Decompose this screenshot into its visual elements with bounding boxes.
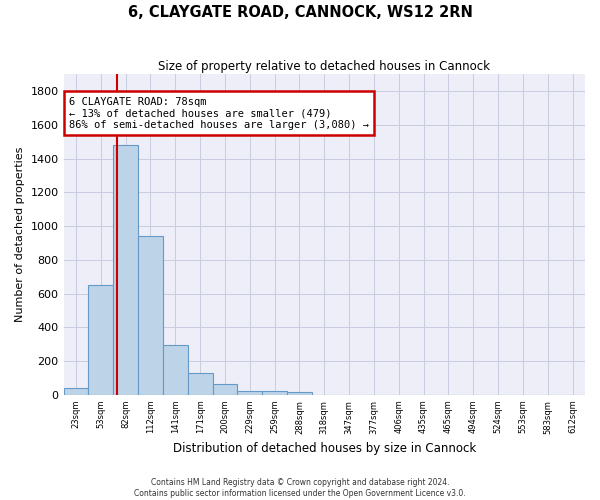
Title: Size of property relative to detached houses in Cannock: Size of property relative to detached ho… <box>158 60 490 73</box>
X-axis label: Distribution of detached houses by size in Cannock: Distribution of detached houses by size … <box>173 442 476 455</box>
Bar <box>287 392 312 395</box>
Bar <box>238 390 262 395</box>
Bar <box>212 384 238 395</box>
Bar <box>262 392 287 395</box>
Bar <box>138 236 163 395</box>
Text: Contains HM Land Registry data © Crown copyright and database right 2024.
Contai: Contains HM Land Registry data © Crown c… <box>134 478 466 498</box>
Text: 6 CLAYGATE ROAD: 78sqm
← 13% of detached houses are smaller (479)
86% of semi-de: 6 CLAYGATE ROAD: 78sqm ← 13% of detached… <box>69 96 369 130</box>
Bar <box>163 345 188 395</box>
Bar <box>64 388 88 395</box>
Text: 6, CLAYGATE ROAD, CANNOCK, WS12 2RN: 6, CLAYGATE ROAD, CANNOCK, WS12 2RN <box>128 5 472 20</box>
Bar <box>113 145 138 395</box>
Bar <box>88 285 113 395</box>
Bar <box>188 373 212 395</box>
Y-axis label: Number of detached properties: Number of detached properties <box>15 147 25 322</box>
